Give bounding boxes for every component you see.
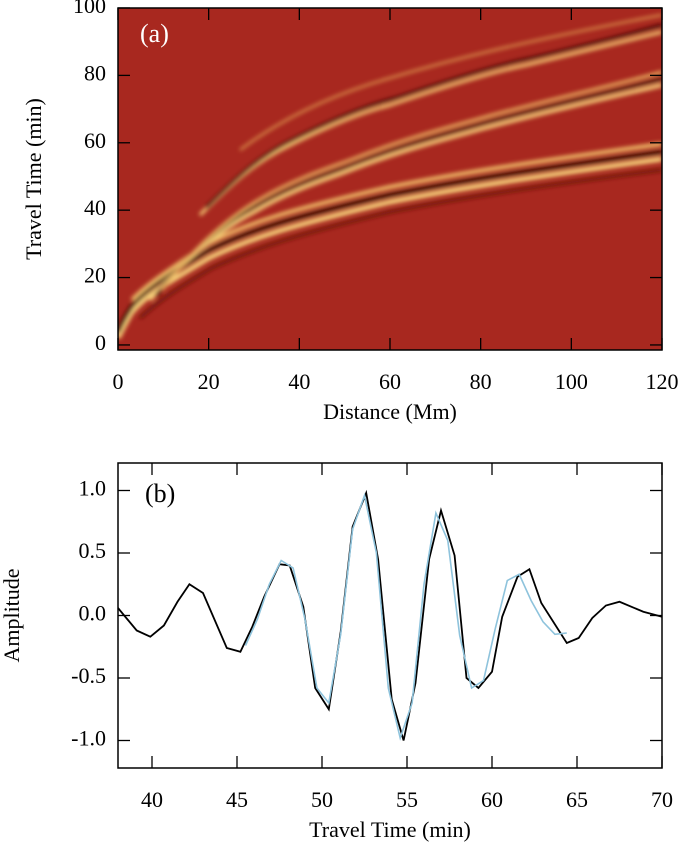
x-tick-label: 65 — [566, 787, 588, 812]
ridge — [118, 156, 662, 340]
heatmap-ridges — [118, 13, 662, 340]
x-tick-label: 50 — [311, 787, 333, 812]
ridge — [130, 142, 662, 302]
ridge — [148, 83, 662, 302]
x-tick-label: 0 — [113, 369, 124, 394]
line — [117, 489, 663, 741]
x-tick-label: 100 — [555, 369, 588, 394]
panel-label: (a) — [140, 19, 169, 48]
ridge — [138, 168, 662, 320]
x-axis-label: Distance (Mm) — [323, 399, 457, 424]
y-tick-label: 0.0 — [79, 601, 107, 626]
x-tick-label: 45 — [226, 787, 248, 812]
y-axis-label: Travel Time (min) — [21, 98, 46, 260]
x-tick-label: 80 — [470, 369, 492, 394]
y-tick-label: 0.5 — [79, 538, 107, 563]
y-tick-label: 1.0 — [79, 476, 107, 501]
x-tick-label: 120 — [646, 369, 679, 394]
ridge — [160, 70, 662, 291]
x-tick-label: 60 — [379, 369, 401, 394]
heatmap-background — [118, 8, 662, 350]
y-tick-label: -0.5 — [71, 663, 106, 688]
ridge — [198, 30, 662, 217]
y-tick-label: 100 — [73, 0, 106, 18]
plot-frame — [117, 7, 663, 351]
x-tick-label: 55 — [396, 787, 418, 812]
y-tick-label: 80 — [84, 60, 106, 85]
ridge — [154, 77, 662, 297]
y-tick-label: 20 — [84, 263, 106, 288]
ridge — [204, 23, 662, 210]
line — [244, 492, 567, 741]
panel-label: (b) — [145, 479, 175, 508]
ridge — [118, 150, 662, 333]
plot-frame — [117, 462, 663, 769]
y-tick-label: 60 — [84, 128, 106, 153]
x-axis-label: Travel Time (min) — [309, 817, 471, 842]
x-tick-label: 70 — [651, 787, 673, 812]
x-tick-label: 60 — [481, 787, 503, 812]
y-tick-label: 40 — [84, 195, 106, 220]
x-tick-label: 40 — [288, 369, 310, 394]
y-tick-label: -1.0 — [71, 726, 106, 751]
x-tick-label: 20 — [198, 369, 220, 394]
ridge — [239, 13, 662, 152]
y-tick-label: 0 — [95, 330, 106, 355]
x-tick-label: 40 — [141, 787, 163, 812]
y-axis-label: Amplitude — [0, 568, 24, 662]
